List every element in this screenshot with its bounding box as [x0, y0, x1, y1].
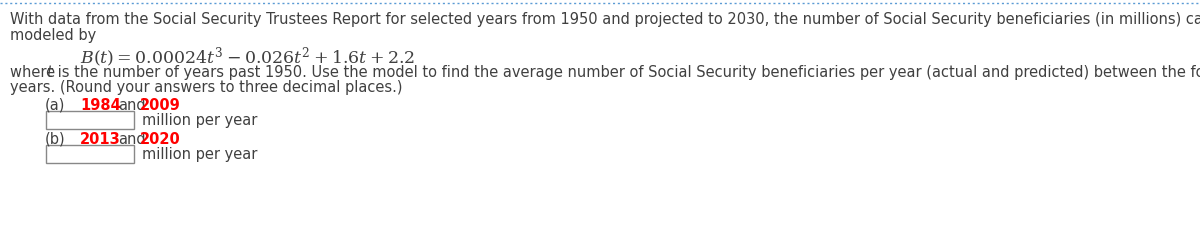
- Text: and: and: [118, 132, 145, 147]
- Text: million per year: million per year: [142, 146, 257, 162]
- Text: (b): (b): [46, 132, 66, 147]
- Text: 1984: 1984: [80, 98, 121, 113]
- Text: (a): (a): [46, 98, 65, 113]
- Bar: [46, 111, 134, 129]
- Text: is the number of years past 1950. Use the model to find the average number of So: is the number of years past 1950. Use th…: [53, 65, 1200, 80]
- Text: and: and: [118, 98, 145, 113]
- Bar: [46, 145, 134, 163]
- Text: million per year: million per year: [142, 112, 257, 128]
- Text: 2020: 2020: [140, 132, 181, 147]
- Text: years. (Round your answers to three decimal places.): years. (Round your answers to three deci…: [10, 80, 402, 95]
- Text: where: where: [10, 65, 60, 80]
- Text: modeled by: modeled by: [10, 28, 96, 43]
- Text: t: t: [46, 65, 52, 80]
- Text: 2013: 2013: [80, 132, 121, 147]
- Text: 2009: 2009: [140, 98, 181, 113]
- Text: With data from the Social Security Trustees Report for selected years from 1950 : With data from the Social Security Trust…: [10, 12, 1200, 27]
- Text: $B(t) = 0.00024t^{3} - 0.026t^{2} + 1.6t + 2.2$: $B(t) = 0.00024t^{3} - 0.026t^{2} + 1.6t…: [80, 46, 414, 70]
